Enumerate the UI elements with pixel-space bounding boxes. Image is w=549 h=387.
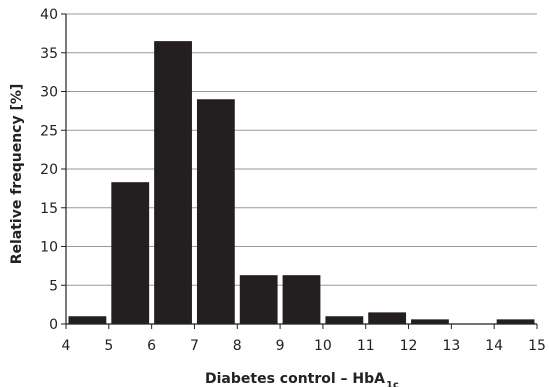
y-tick-label: 0 — [49, 317, 58, 333]
bars — [68, 41, 535, 324]
y-tick-label: 15 — [40, 201, 58, 217]
x-tick-label: 8 — [233, 338, 242, 354]
x-tick-label: 13 — [442, 338, 460, 354]
bar — [325, 316, 364, 324]
y-tick-label: 10 — [40, 240, 58, 256]
bar — [282, 275, 321, 324]
y-tick-label: 5 — [49, 278, 58, 294]
x-tick-label: 11 — [357, 338, 375, 354]
x-tick-label: 12 — [400, 338, 418, 354]
bar — [368, 312, 407, 324]
y-axis-label: Relative frequency [%] — [9, 84, 25, 265]
x-axis-label: Diabetes control – HbA — [205, 371, 385, 387]
bar — [496, 319, 535, 324]
x-tick-label: 7 — [190, 338, 199, 354]
x-tick-label: 14 — [485, 338, 503, 354]
x-tick-label: 4 — [62, 338, 71, 354]
bar — [111, 182, 150, 324]
y-tick-label: 20 — [40, 162, 58, 178]
y-tick-label: 35 — [40, 46, 58, 62]
x-axis-label-subscript: 1c — [386, 380, 399, 387]
axes — [61, 13, 538, 329]
y-tick-label: 30 — [40, 85, 58, 101]
x-tick-label: 10 — [314, 338, 332, 354]
bar — [154, 41, 192, 324]
bar — [196, 99, 235, 324]
y-tick-labels: 0 5 10 15 20 25 30 35 40 — [40, 7, 58, 333]
x-tick-labels: 4 5 6 7 8 9 10 11 12 13 14 15 — [62, 338, 546, 354]
x-tick-label: 9 — [276, 338, 285, 354]
bar — [68, 316, 107, 324]
x-tick-label: 6 — [147, 338, 156, 354]
bar — [411, 319, 449, 324]
y-tick-label: 25 — [40, 123, 58, 139]
y-tick-label: 40 — [40, 7, 58, 23]
x-axis-label-main: Diabetes control – HbA — [205, 371, 385, 387]
x-tick-label: 5 — [104, 338, 113, 354]
x-tick-label: 15 — [528, 338, 546, 354]
bar — [239, 275, 278, 324]
